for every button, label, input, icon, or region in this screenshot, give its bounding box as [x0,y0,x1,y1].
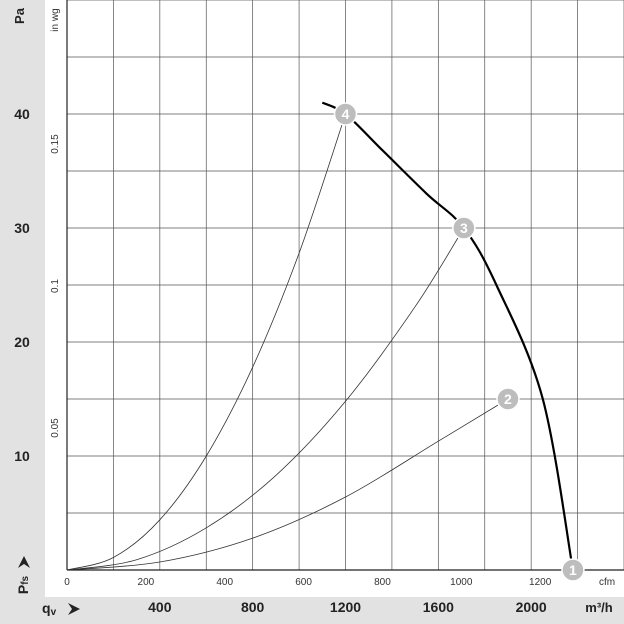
pa-tick-label: 10 [14,448,30,464]
flow-symbol: q [42,600,51,616]
cfm-tick-label: 1200 [529,577,552,588]
flow-arrow-icon [68,603,80,615]
operating-point-marker [333,102,358,126]
cfm-tick-label: 1000 [450,577,473,588]
operating-point-3: 3 [452,216,476,240]
inwg-tick-label: 0.15 [50,134,61,154]
m3h-tick-label: 1600 [423,599,454,615]
cfm-tick-label: 200 [138,577,155,588]
pa-tick-label: 20 [14,334,30,350]
system-curve-3 [66,398,509,571]
operating-point-4: 4 [333,102,358,126]
m3h-tick-label: 1200 [330,599,361,615]
inwg-unit-label: in wg [50,8,61,31]
svg-text:Pfs: Pfs [15,575,31,594]
flow-axis-symbol: qv [42,600,57,618]
operating-point-label: 3 [460,220,468,236]
cfm-tick-label: 400 [216,577,233,588]
bottom-axis-band [0,597,624,624]
inwg-tick-label: 0.05 [50,418,61,438]
axis-frame [66,0,624,571]
inwg-tick-label: 0.1 [50,279,61,293]
tick-labels: 10 20 30 40 0.05 0.1 0.15 0 200 400 600 800 1000 1200… [14,106,552,615]
operating-point-marker [496,387,520,411]
operating-point-marker [452,216,476,240]
operating-point-label: 4 [342,106,350,122]
cfm-tick-label: 800 [374,577,391,588]
left-axis-band [0,0,45,597]
m3h-tick-label: 800 [241,599,265,615]
m3h-unit-label: m³/h [585,600,613,615]
pressure-symbol: P [15,585,31,594]
operating-points: 1 2 3 4 [333,102,585,582]
pressure-arrow-icon [18,556,30,568]
operating-point-1: 1 [561,558,585,582]
operating-point-marker [561,558,585,582]
operating-point-label: 1 [569,562,577,578]
operating-point-2: 2 [496,387,520,411]
pressure-subscript: fs [20,575,31,584]
system-curve-1 [66,113,346,571]
cfm-unit-label: cfm [599,577,615,588]
operating-point-label: 2 [504,391,512,407]
m3h-tick-label: 2000 [516,599,547,615]
pa-unit-label: Pa [12,7,27,24]
pa-tick-label: 40 [14,106,30,122]
m3h-tick-label: 400 [148,599,172,615]
grid [66,0,624,571]
pressure-axis-symbol: Pfs [15,575,31,594]
pa-tick-label: 30 [14,220,30,236]
cfm-tick-label: 0 [64,577,70,588]
cfm-tick-label: 600 [295,577,312,588]
flow-subscript: v [51,607,57,618]
system-curve-2 [66,227,465,571]
